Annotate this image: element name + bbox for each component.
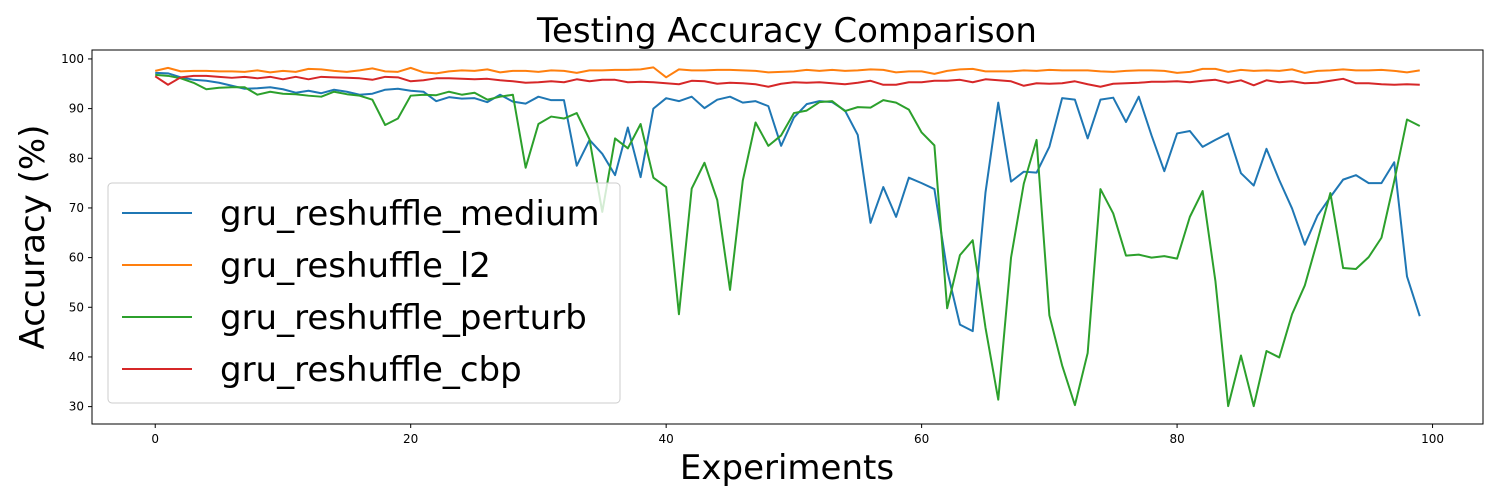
axis-ticks: 0 20 40 60 80 100 30 40 50 60 70 80 90 100 <box>61 52 1444 446</box>
series-line-gru_reshuffle_l2 <box>155 66 1420 79</box>
y-axis-title: Accuracy (%) <box>13 125 53 350</box>
x-tick-label: 20 <box>403 432 418 446</box>
legend-box <box>107 182 621 404</box>
y-tick-label: 70 <box>69 201 84 215</box>
y-tick-label: 90 <box>69 102 84 116</box>
y-tick-label: 50 <box>69 300 84 314</box>
y-tick-label: 60 <box>69 251 84 265</box>
plot-frame <box>91 49 1484 425</box>
legend: gru_reshuffle_medium gru_reshuffle_l2 gru_… <box>107 182 621 404</box>
y-tick-label: 30 <box>69 400 84 414</box>
y-tick-label: 80 <box>69 151 84 165</box>
x-tick-label: 100 <box>1421 432 1444 446</box>
series-line-gru_reshuffle_perturb <box>155 73 1421 408</box>
legend-label: gru_reshuffle_medium <box>220 194 600 234</box>
x-axis-title: Experiments <box>680 448 894 488</box>
x-tick-label: 40 <box>659 432 674 446</box>
series-line-gru_reshuffle_cbp <box>154 74 1420 88</box>
legend-label: gru_reshuffle_perturb <box>220 298 587 338</box>
y-tick-label: 100 <box>61 52 84 66</box>
x-tick-label: 60 <box>914 432 929 446</box>
legend-label: gru_reshuffle_cbp <box>220 350 522 390</box>
plot-lines <box>154 66 1421 408</box>
chart-title: Testing Accuracy Comparison <box>536 11 1037 51</box>
legend-label: gru_reshuffle_l2 <box>220 246 491 286</box>
y-tick-label: 40 <box>69 350 84 364</box>
x-tick-label: 80 <box>1169 432 1184 446</box>
x-tick-label: 0 <box>151 432 159 446</box>
series-line-gru_reshuffle_medium <box>155 71 1421 333</box>
